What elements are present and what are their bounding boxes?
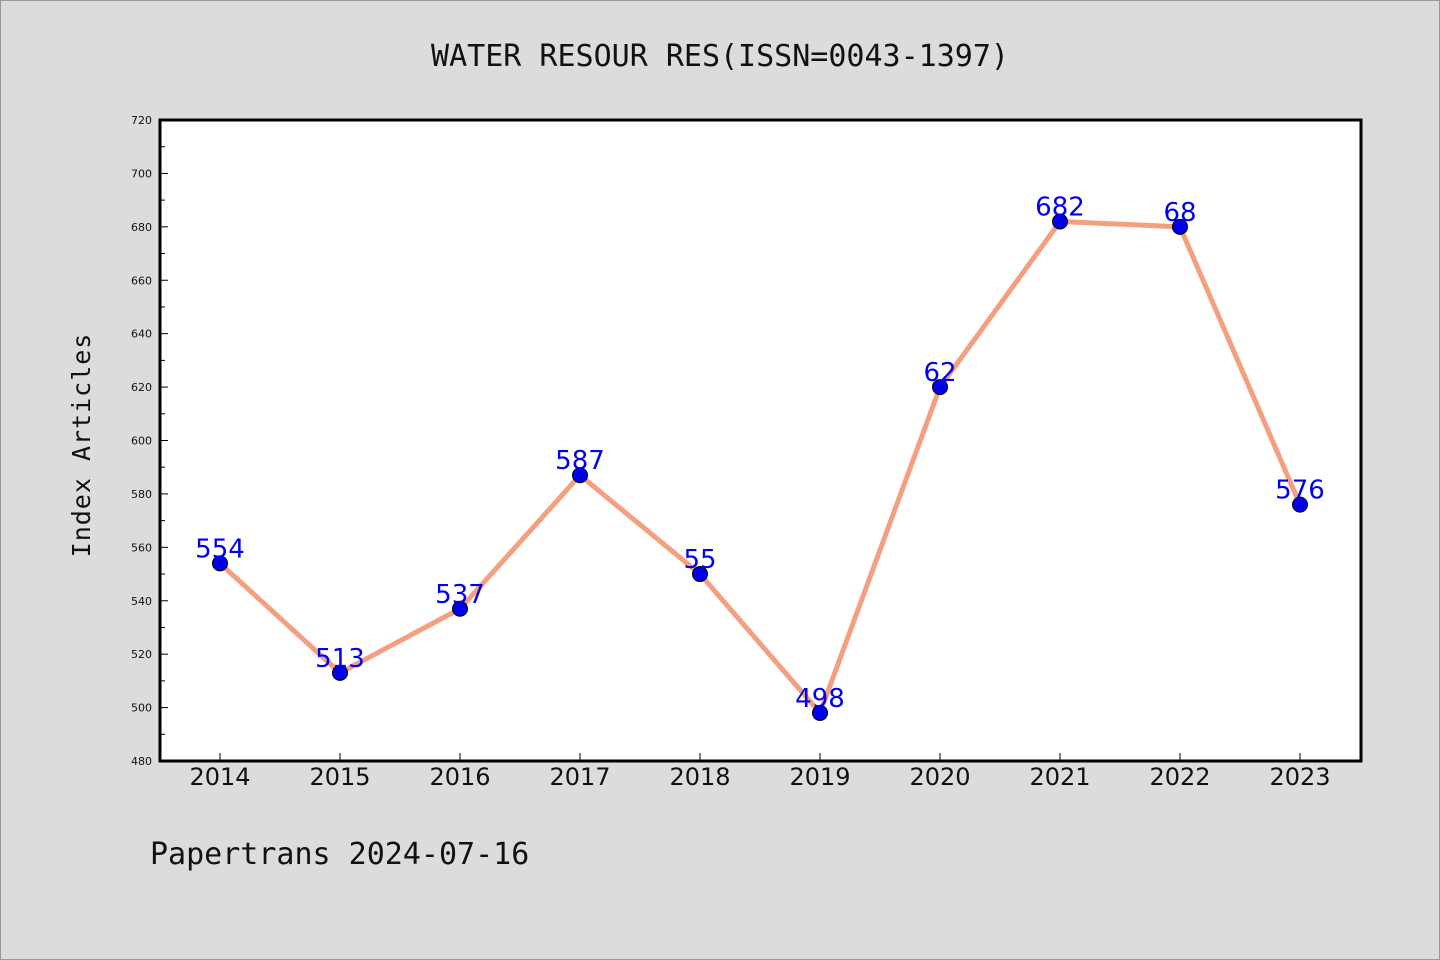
- x-tick-label: 2020: [909, 763, 970, 791]
- data-labels: 554 513 537 587 55 498 62 682 68 576: [195, 192, 1325, 713]
- data-label: 55: [683, 545, 716, 575]
- data-label: 62: [923, 358, 956, 388]
- y-tick-label: 500: [131, 702, 152, 715]
- y-axis-label: Index Articles: [67, 333, 96, 558]
- x-tick-label: 2022: [1149, 763, 1210, 791]
- data-point: [932, 379, 948, 396]
- y-tick-label: 560: [131, 541, 152, 554]
- data-label: 498: [795, 684, 845, 714]
- y-tick-label: 480: [131, 755, 152, 768]
- x-tick-label: 2018: [669, 763, 730, 791]
- data-label: 554: [195, 534, 245, 564]
- y-tick-label: 540: [131, 595, 152, 608]
- footer-watermark: Papertrans 2024-07-16: [150, 837, 529, 872]
- data-point: [812, 704, 828, 721]
- y-tick-label: 660: [131, 274, 152, 287]
- y-tick-label: 620: [131, 381, 152, 394]
- y-tick-label: 520: [131, 648, 152, 661]
- data-label: 587: [555, 446, 605, 476]
- y-axis: 480 500 520 540 560 580 600 620 640 660 680 700 720: [131, 114, 168, 768]
- data-point: [332, 664, 348, 681]
- data-point: [212, 555, 228, 572]
- y-tick-label: 680: [131, 221, 152, 234]
- x-axis: 2014 2015 2016 2017 2018 2019 2020 2021 2022 2023: [189, 753, 1331, 791]
- y-tick-label: 640: [131, 328, 152, 341]
- x-tick-label: 2017: [549, 763, 610, 791]
- data-label: 513: [315, 644, 365, 674]
- data-point: [1292, 496, 1308, 513]
- y-tick-label: 580: [131, 488, 152, 501]
- x-tick-label: 2014: [189, 763, 250, 791]
- data-label: 682: [1035, 192, 1085, 222]
- x-tick-label: 2016: [429, 763, 490, 791]
- data-point: [572, 467, 588, 484]
- y-tick-label: 700: [131, 167, 152, 180]
- data-point: [1052, 213, 1068, 230]
- data-label: 576: [1275, 476, 1325, 506]
- data-point: [1172, 218, 1188, 235]
- data-point: [452, 600, 468, 617]
- data-label: 537: [435, 580, 485, 610]
- chart-title: WATER RESOUR RES(ISSN=0043-1397): [431, 39, 1009, 74]
- x-tick-label: 2021: [1029, 763, 1090, 791]
- y-tick-label: 600: [131, 435, 152, 448]
- series-line: [217, 218, 1303, 716]
- data-label: 68: [1163, 198, 1196, 228]
- data-point: [692, 566, 708, 583]
- y-tick-label: 720: [131, 114, 152, 127]
- x-tick-label: 2019: [789, 763, 850, 791]
- data-series: [212, 213, 1308, 721]
- x-tick-label: 2015: [309, 763, 370, 791]
- x-tick-label: 2023: [1269, 763, 1330, 791]
